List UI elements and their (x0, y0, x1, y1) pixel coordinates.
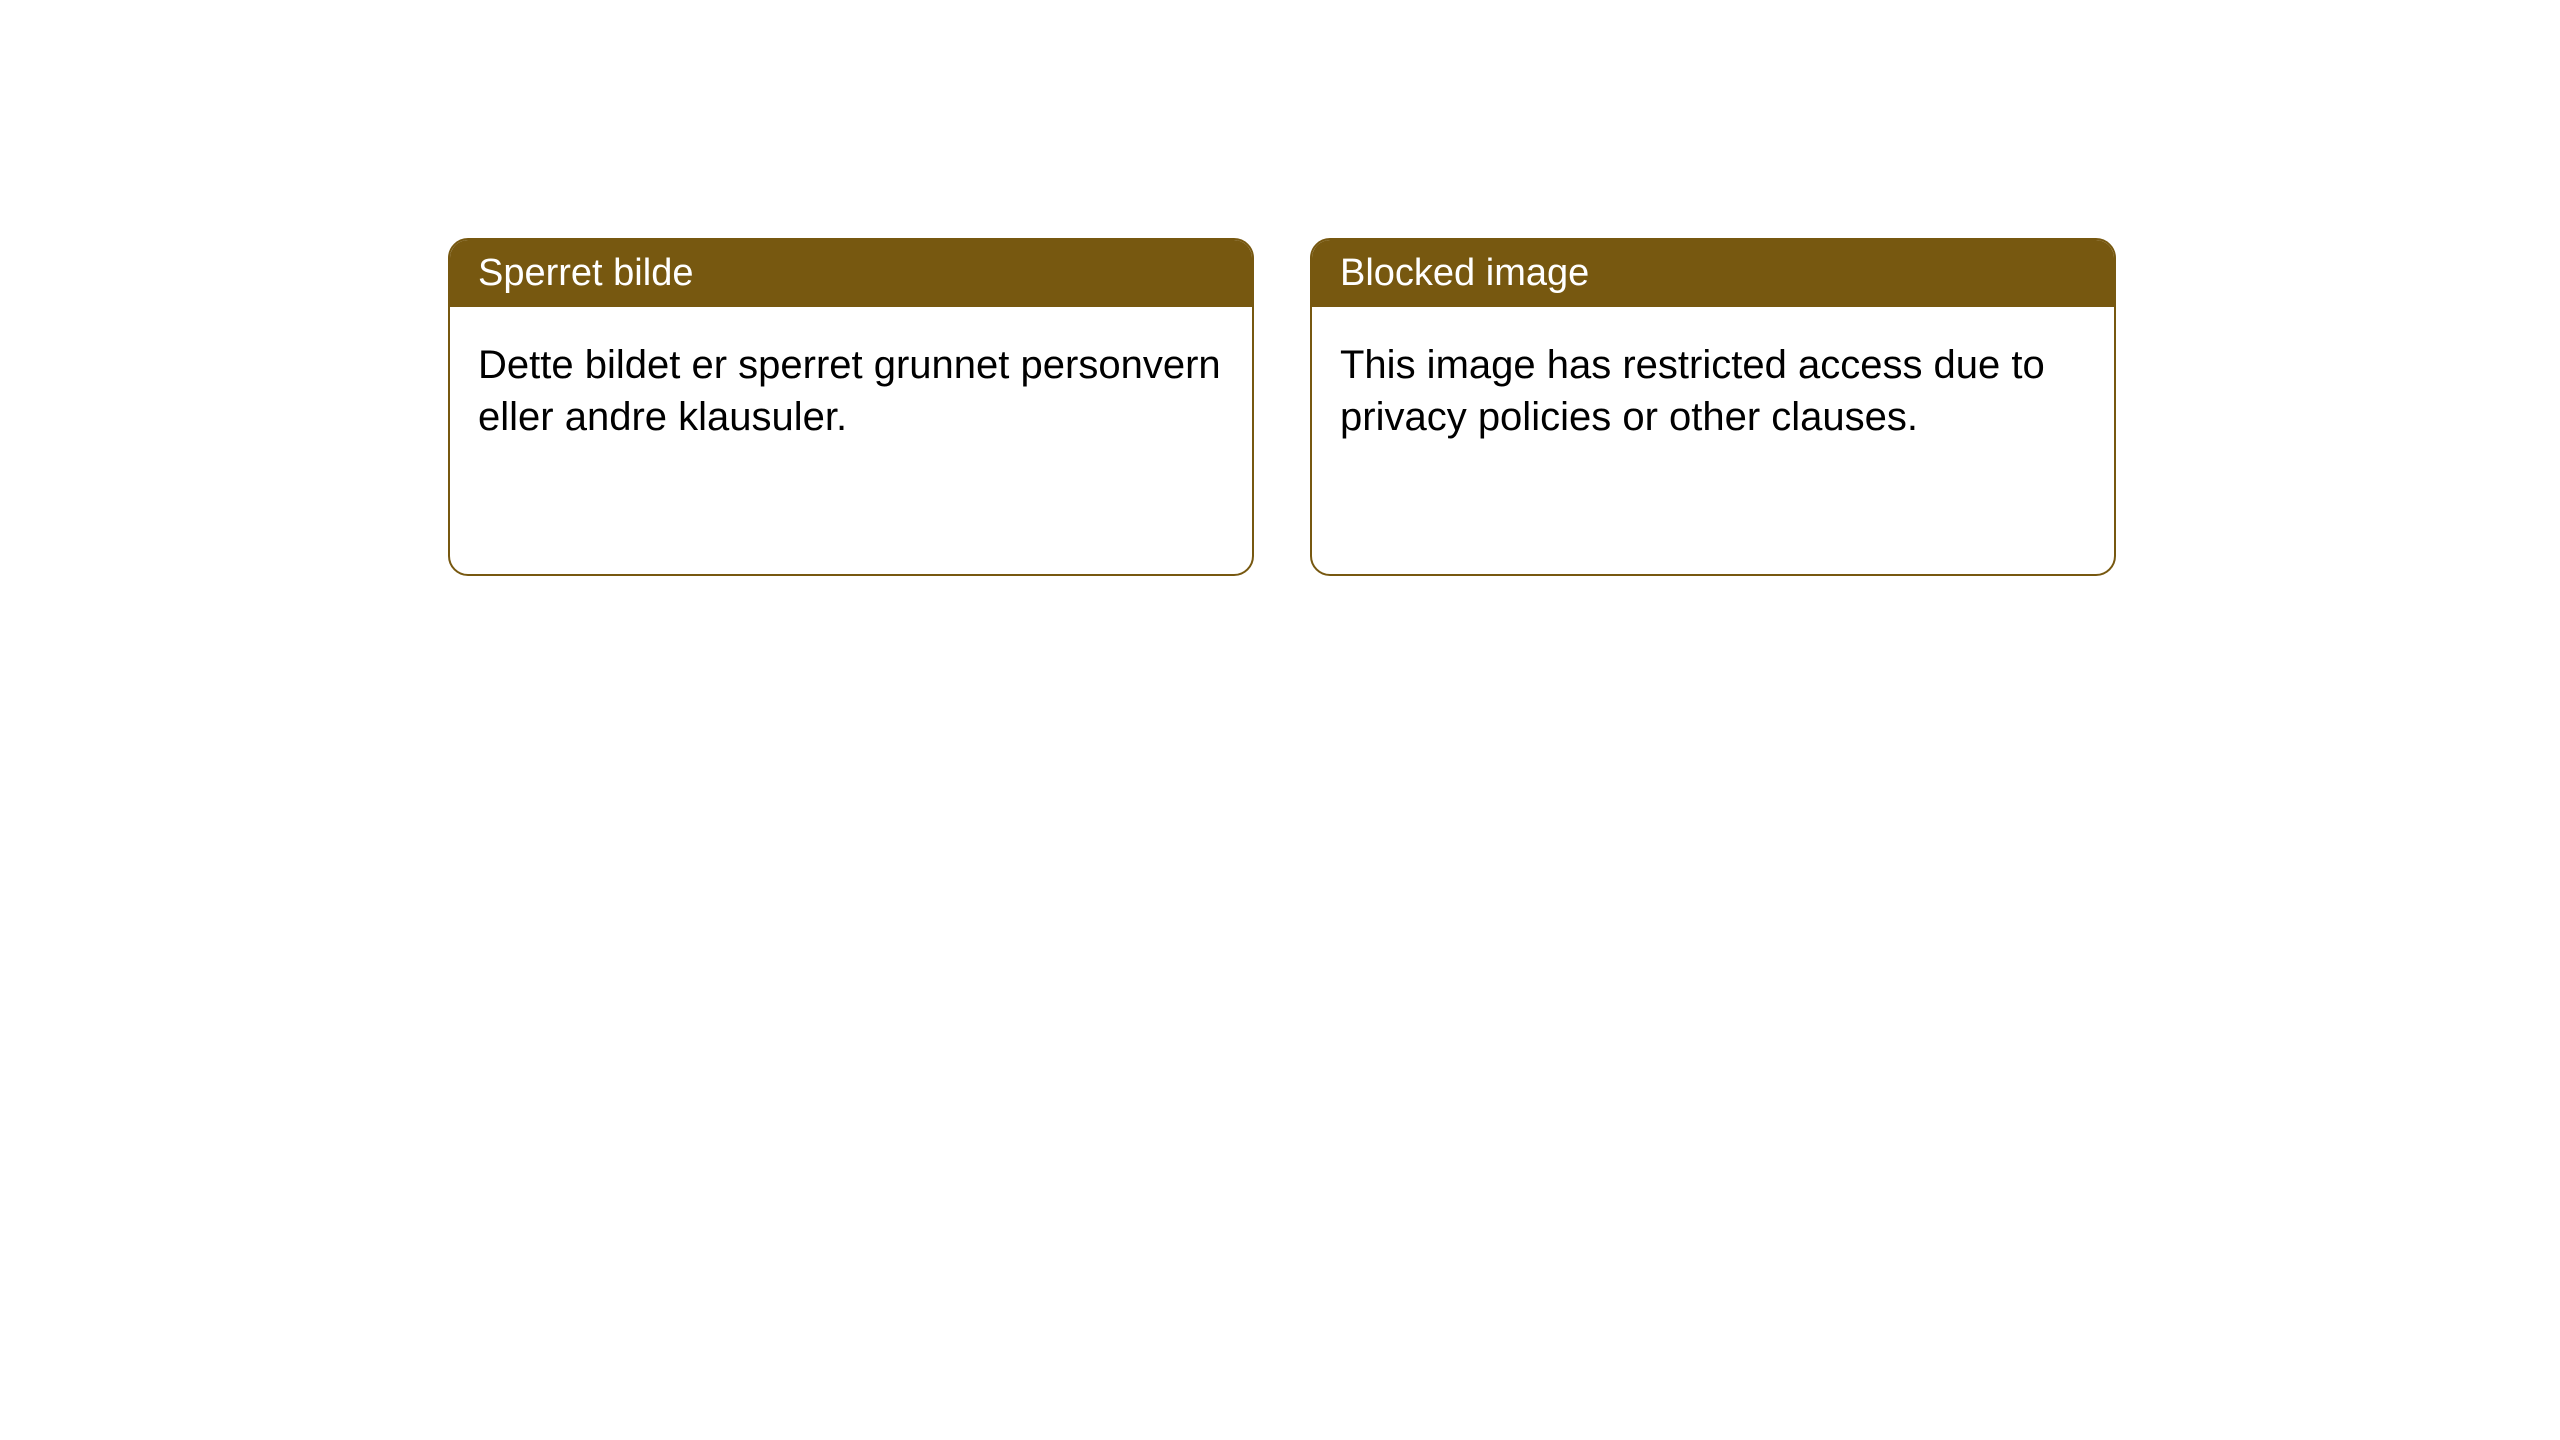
card-body-english: This image has restricted access due to … (1312, 307, 2114, 475)
card-body-norwegian: Dette bildet er sperret grunnet personve… (450, 307, 1252, 475)
card-text-english: This image has restricted access due to … (1340, 343, 2045, 439)
card-header-norwegian: Sperret bilde (450, 240, 1252, 307)
card-title-english: Blocked image (1340, 252, 1589, 294)
blocked-image-cards: Sperret bilde Dette bildet er sperret gr… (448, 238, 2116, 576)
card-text-norwegian: Dette bildet er sperret grunnet personve… (478, 343, 1221, 439)
card-norwegian: Sperret bilde Dette bildet er sperret gr… (448, 238, 1254, 576)
card-title-norwegian: Sperret bilde (478, 252, 693, 294)
card-english: Blocked image This image has restricted … (1310, 238, 2116, 576)
card-header-english: Blocked image (1312, 240, 2114, 307)
